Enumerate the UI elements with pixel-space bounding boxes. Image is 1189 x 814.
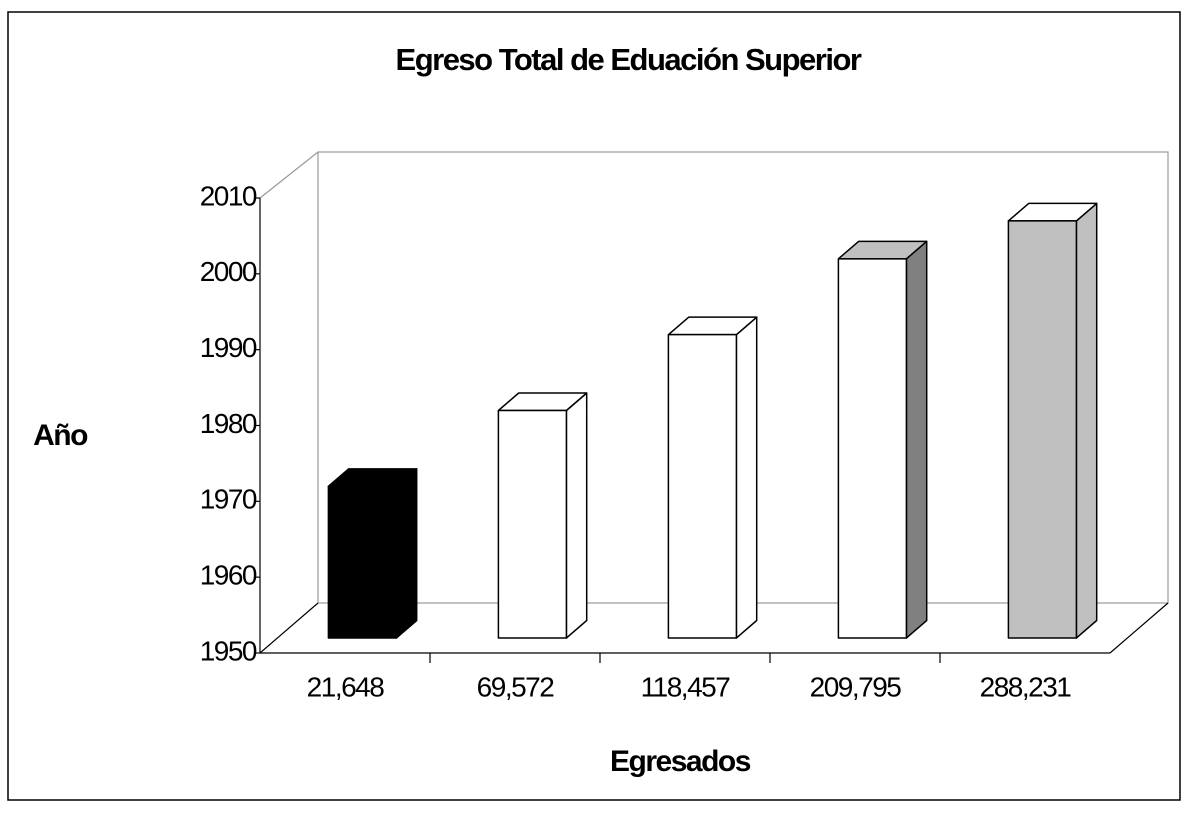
bar	[1007, 220, 1078, 639]
x-tick-label: 118,457	[641, 671, 731, 702]
x-axis-label: Egresados	[610, 745, 751, 778]
bar	[497, 409, 568, 639]
x-tick-label: 209,795	[810, 671, 902, 702]
bar-side	[565, 392, 588, 639]
frame	[7, 11, 1181, 801]
y-tick-label: 1970	[200, 484, 257, 515]
bar-side	[395, 468, 418, 639]
left-floor-edge	[259, 602, 319, 654]
y-tick-label: 1950	[200, 635, 257, 666]
left-wall-top	[259, 151, 319, 199]
right-floor-edge	[1109, 602, 1169, 654]
y-tick-label: 1980	[200, 408, 257, 439]
bar	[837, 258, 908, 639]
y-tick-label: 1990	[200, 332, 257, 363]
bar-side	[735, 316, 758, 639]
bar-side	[905, 240, 928, 639]
bar	[327, 485, 398, 639]
y-axis-label: Año	[33, 419, 88, 452]
bar	[667, 333, 738, 639]
x-tick-label: 288,231	[980, 671, 1072, 702]
y-tick-label: 1960	[200, 560, 257, 591]
x-tick-label: 21,648	[307, 671, 385, 702]
chart-title: Egreso Total de Eduación Superior	[396, 42, 862, 77]
x-tick-label: 69,572	[477, 671, 555, 702]
bar-side	[1075, 202, 1098, 639]
y-tick-label: 2010	[200, 180, 257, 211]
y-tick-label: 2000	[200, 256, 257, 287]
